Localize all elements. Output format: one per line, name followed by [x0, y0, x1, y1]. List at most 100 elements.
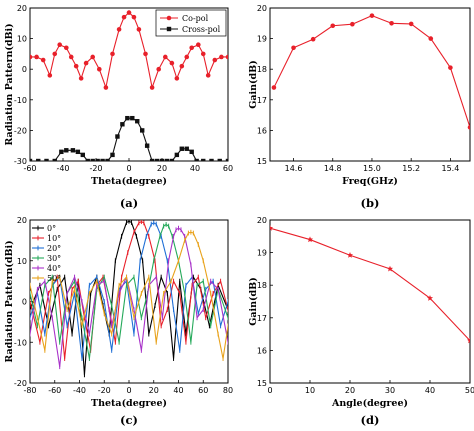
- data-point: [149, 158, 155, 161]
- x-tick-label: 40: [190, 164, 200, 173]
- data-point: [310, 36, 316, 42]
- series-line-1: [273, 15, 470, 128]
- y-axis-label: Gain(dB): [248, 277, 259, 325]
- y-tick-label: 20: [257, 216, 267, 225]
- y-tick-label: 0: [22, 298, 27, 307]
- data-point: [143, 51, 148, 57]
- data-point: [225, 158, 228, 161]
- x-tick-label: 30: [385, 386, 395, 395]
- data-point: [115, 134, 120, 139]
- y-tick-label: 18: [257, 281, 267, 290]
- y-tick-label: 15: [257, 157, 267, 166]
- x-tick-label: 60: [223, 164, 233, 173]
- plot-area: [30, 10, 228, 161]
- legend: 0°10°20°30°40°50°: [32, 224, 61, 283]
- data-point: [369, 13, 375, 18]
- data-point: [140, 128, 145, 133]
- data-point: [52, 158, 57, 161]
- data-point: [350, 21, 355, 27]
- y-tick-label: 17: [257, 96, 267, 105]
- data-point: [467, 125, 470, 130]
- data-point: [120, 122, 125, 127]
- data-point: [164, 158, 170, 161]
- x-tick-label: 50: [465, 386, 474, 395]
- data-point: [174, 76, 180, 81]
- y-tick-label: 20: [257, 4, 267, 13]
- y-axis-label: Radiation Pattern(dBi): [4, 23, 15, 145]
- data-point: [271, 85, 277, 90]
- data-point: [105, 158, 110, 161]
- data-point: [291, 45, 296, 51]
- data-point: [346, 252, 354, 258]
- data-point: [184, 54, 190, 60]
- y-tick-label: 18: [257, 65, 267, 74]
- data-point: [110, 51, 115, 57]
- x-tick-label: 20: [345, 386, 355, 395]
- panel-label: (d): [361, 413, 380, 427]
- y-tick-label: 16: [257, 126, 267, 135]
- x-axis-label: Freq(GHz): [342, 176, 398, 187]
- x-tick-label: 20: [157, 164, 167, 173]
- chart-panel-a: -60 -40 -20 0 20 40 60 -30 -20 -10 0 10 20 Theta(degr…: [4, 4, 233, 210]
- legend-label: 50°: [47, 274, 61, 283]
- legend: Co-pol Cross-pol: [155, 9, 227, 37]
- data-point: [179, 63, 185, 69]
- plot-frame: [269, 7, 471, 162]
- panel-label: (a): [120, 196, 138, 210]
- data-point: [389, 21, 394, 26]
- data-point: [30, 54, 33, 60]
- data-point: [217, 158, 222, 161]
- data-point: [200, 51, 206, 57]
- y-tick-label: 20: [17, 216, 27, 225]
- data-point: [52, 51, 58, 57]
- data-point: [386, 265, 394, 272]
- x-tick-label: 15.2: [402, 164, 420, 173]
- data-point: [179, 146, 184, 151]
- data-point: [90, 158, 95, 161]
- data-point: [330, 23, 336, 29]
- y-tick-label: 19: [257, 249, 267, 258]
- x-tick-label: 15.4: [441, 164, 459, 173]
- data-point: [169, 60, 175, 66]
- x-tick-label: -40: [73, 386, 86, 395]
- data-point: [306, 236, 314, 243]
- data-point: [125, 115, 130, 121]
- data-point: [212, 57, 218, 63]
- x-tick-label: 80: [223, 386, 233, 395]
- panel-label: (c): [120, 413, 138, 427]
- data-point: [36, 158, 41, 161]
- data-point: [408, 21, 414, 27]
- series-line-2: [30, 221, 228, 360]
- data-point: [174, 152, 180, 158]
- y-tick-label: 0: [22, 65, 27, 74]
- legend-label: 10°: [47, 234, 61, 243]
- data-point: [154, 158, 160, 161]
- data-point: [97, 66, 102, 72]
- x-tick-label: -60: [23, 164, 36, 173]
- y-tick-label: -10: [14, 338, 27, 347]
- plot-frame: [269, 219, 471, 384]
- data-point: [196, 42, 201, 48]
- data-point: [169, 158, 175, 161]
- plot-area: [270, 224, 470, 344]
- legend-box: [155, 9, 227, 37]
- y-tick-label: 10: [17, 257, 27, 266]
- data-point: [144, 143, 150, 148]
- x-tick-label: 14.8: [324, 164, 342, 173]
- data-point: [149, 85, 155, 90]
- plot-area: [271, 13, 470, 130]
- x-axis-label: Angle(degree): [331, 398, 408, 409]
- data-point: [136, 27, 142, 32]
- data-point: [110, 152, 115, 158]
- data-point: [57, 42, 62, 48]
- panel-label: (b): [361, 196, 380, 210]
- data-point: [64, 148, 69, 153]
- y-tick-label: 19: [257, 35, 267, 44]
- data-point: [80, 152, 85, 158]
- data-point: [205, 73, 211, 78]
- y-tick-label: 15: [257, 379, 267, 388]
- legend-marker: [166, 15, 172, 21]
- x-tick-label: -40: [56, 164, 69, 173]
- data-point: [103, 85, 109, 90]
- data-point: [184, 146, 189, 151]
